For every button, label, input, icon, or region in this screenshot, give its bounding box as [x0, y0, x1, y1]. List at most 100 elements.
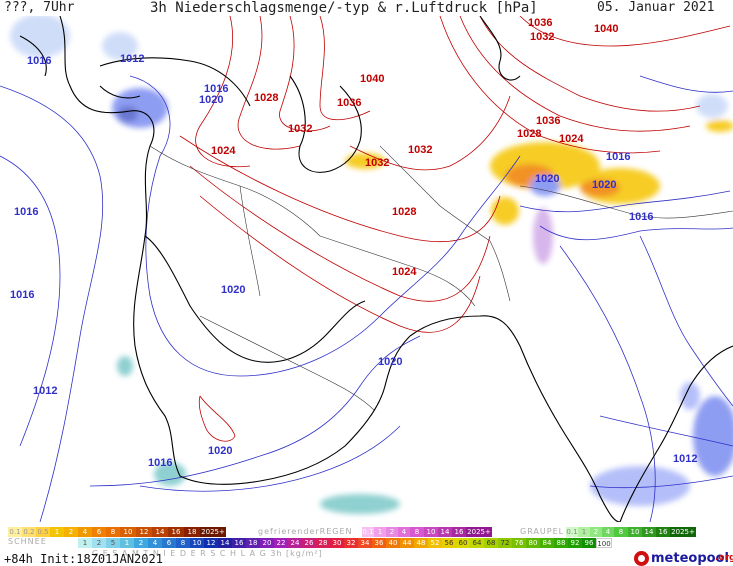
total-precip-label: G E S A M T N I E D E R S C H L A G 3h [… — [92, 549, 323, 558]
isobar-low-11 — [599, 415, 733, 447]
isobar-high-1 — [195, 16, 251, 168]
rain-swatch: 8 — [410, 527, 424, 537]
pressure-label-high: 1032 — [365, 157, 389, 169]
isobar-high-8 — [349, 95, 511, 171]
pressure-label-high: 1032 — [408, 144, 432, 156]
isobar-high-6 — [189, 165, 491, 302]
pressure-label-low: 1020 — [199, 94, 223, 106]
snow-blob-afghan — [491, 197, 519, 225]
pressure-label-high: 1024 — [211, 145, 236, 157]
rain-swatch: 0.1 — [362, 527, 374, 537]
pressure-label-low: 1016 — [27, 55, 51, 67]
isobar-high-3 — [279, 16, 331, 132]
header-left-label: ???, 7Uhr — [4, 0, 75, 15]
pressure-label-high: 1032 — [530, 31, 554, 43]
brand-suffix: .org — [715, 553, 733, 563]
total-swatch: 76 — [512, 538, 526, 548]
logo-inner-dot — [638, 555, 645, 562]
rain-swatch: 2025+ — [466, 527, 492, 537]
graupel-swatch: 2 — [590, 527, 602, 537]
rain-blob-punjab — [533, 208, 553, 264]
border-4 — [379, 145, 491, 242]
precipitation-areas — [10, 16, 733, 514]
graupel-label: GRAUPEL — [520, 527, 565, 536]
rain-swatch: 16 — [452, 527, 466, 537]
total-swatch: 12 — [204, 538, 218, 548]
total-swatch: 56 — [442, 538, 456, 548]
isobars-high — [179, 16, 731, 442]
pressure-labels-high: 1040 1036 1032 1040 1028 1036 1032 1024 … — [211, 17, 618, 278]
pressure-label-low: 1020 — [221, 284, 245, 296]
isobar-high-10 — [459, 16, 691, 132]
rain-swatch: 2 — [386, 527, 398, 537]
snow-swatch: 0.1 — [8, 527, 22, 537]
pressure-label-low: 1020 — [378, 356, 402, 368]
isobar-low-10 — [559, 245, 656, 522]
pressure-label-low: 1020 — [592, 179, 616, 191]
total-swatch: 68 — [484, 538, 498, 548]
pressure-label-high: 1028 — [254, 92, 278, 104]
total-swatch: 60 — [456, 538, 470, 548]
graupel-blob-south — [320, 494, 400, 514]
pressure-label-low: 1016 — [629, 211, 653, 223]
total-swatch: 88 — [554, 538, 568, 548]
pressure-label-low: 1016 — [204, 83, 228, 95]
forecast-run-label: +84h Init:18Z01JAN2021 — [4, 552, 163, 566]
snow-scale: 0.1 0.2 0.5 1 2 4 6 8 10 12 14 16 18 202… — [8, 527, 226, 537]
legend-panel: 0.1 0.2 0.5 1 2 4 6 8 10 12 14 16 18 202… — [0, 522, 733, 566]
snow-swatch: 1 — [50, 527, 64, 537]
total-swatch: 100 — [596, 538, 612, 548]
total-swatch: 36 — [372, 538, 386, 548]
total-swatch: 96 — [582, 538, 596, 548]
isobar-low-5 — [139, 425, 401, 492]
isobar-low-3 — [129, 75, 521, 377]
coast-lake-north — [479, 16, 521, 81]
graupel-swatch: 10 — [628, 527, 642, 537]
coast-caspian — [289, 75, 362, 173]
coast-black-sea — [99, 57, 251, 107]
total-swatch: 1 — [120, 538, 134, 548]
meteopool-logo-icon — [634, 551, 649, 566]
coast-cyprus — [99, 85, 141, 99]
total-swatch: 24 — [288, 538, 302, 548]
borders — [149, 145, 733, 412]
total-swatch: 26 — [302, 538, 316, 548]
total-swatch: 34 — [358, 538, 372, 548]
coast-india-west — [409, 315, 621, 522]
snow-swatch: 0.5 — [36, 527, 50, 537]
rain-blob-east-india — [680, 382, 700, 410]
total-swatch: 52 — [428, 538, 442, 548]
brand-name: meteopool — [651, 551, 729, 566]
total-swatch: 16 — [232, 538, 246, 548]
total-swatch: 64 — [470, 538, 484, 548]
header-bar: ???, 7Uhr 3h Niederschlagsmenge/-typ & r… — [0, 0, 733, 16]
total-swatch: 10 — [190, 538, 204, 548]
total-swatch: 92 — [568, 538, 582, 548]
total-swatch: 22 — [274, 538, 288, 548]
snow-swatch: 8 — [106, 527, 120, 537]
isobar-low-4 — [89, 335, 421, 487]
graupel-swatch: 8 — [614, 527, 628, 537]
pressure-label-low: 1012 — [33, 385, 57, 397]
rain-swatch: 14 — [438, 527, 452, 537]
total-swatch: 48 — [414, 538, 428, 548]
border-2 — [239, 185, 261, 297]
snow-blob-ne — [706, 120, 733, 132]
total-swatch: 2 — [92, 538, 106, 548]
border-7 — [519, 185, 733, 219]
forecast-date: 05. Januar 2021 — [597, 0, 715, 15]
pressure-label-low: 1012 — [673, 453, 697, 465]
isobar-low-6 — [519, 190, 731, 213]
pressure-label-low: 1016 — [14, 206, 38, 218]
rain-blob-bay-of-bengal — [693, 396, 733, 476]
pressure-label-high: 1028 — [392, 206, 416, 218]
snow-swatch: 10 — [120, 527, 136, 537]
precip-blob-balkan — [102, 32, 138, 60]
total-swatch: 14 — [218, 538, 232, 548]
precip-core-mediterranean — [118, 106, 138, 122]
border-5 — [489, 240, 511, 302]
pressure-label-high: 1028 — [517, 128, 541, 140]
pressure-label-high: 1024 — [392, 266, 417, 278]
pressure-label-high: 1040 — [594, 23, 618, 35]
pressure-label-high: 1024 — [559, 133, 584, 145]
